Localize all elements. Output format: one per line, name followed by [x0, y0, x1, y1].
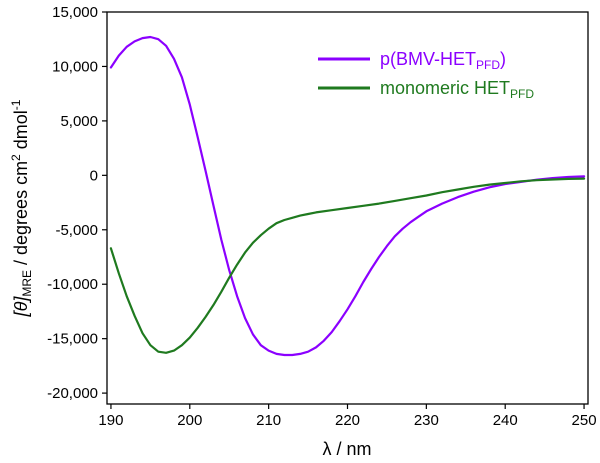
x-tick-label: 190 — [98, 412, 123, 429]
series-line-monomer — [109, 177, 586, 354]
y-tick-label: 15,000 — [52, 4, 98, 21]
x-axis-title: λ / nm — [322, 439, 371, 459]
series-line-polymer — [109, 35, 586, 357]
x-tick-label: 250 — [572, 412, 597, 429]
x-tick-label: 220 — [335, 412, 360, 429]
legend: p(BMV-HETPFD) monomeric HETPFD — [318, 49, 534, 101]
y-axis-title-sup1: 2 — [9, 154, 23, 161]
y-tick-label: -10,000 — [47, 276, 98, 293]
y-tick-label: -20,000 — [47, 385, 98, 402]
x-tick-label: 200 — [177, 412, 202, 429]
x-tick-label: 230 — [414, 412, 439, 429]
y-axis-title-subscript: MRE — [20, 270, 34, 297]
y-axis-ticks: 15,000 10,000 5,000 0 -5,000 -10,000 -15,000 -2… — [47, 4, 107, 402]
y-axis-title-symbol: [θ] — [11, 296, 31, 318]
x-axis-ticks: 190 200 210 220 230 240 250 — [98, 404, 597, 429]
y-axis-title: [θ]MRE / degrees cm2 dmol-1 — [9, 99, 34, 317]
y-tick-label: -15,000 — [47, 331, 98, 348]
x-tick-label: 240 — [493, 412, 518, 429]
y-tick-label: 5,000 — [60, 113, 98, 130]
series-lines — [109, 35, 586, 357]
y-tick-label: 10,000 — [52, 58, 98, 75]
legend-label-monomer: monomeric HETPFD — [380, 78, 534, 101]
y-tick-label: -5,000 — [55, 222, 98, 239]
x-tick-label: 210 — [256, 412, 281, 429]
y-axis-title-unit: / degrees cm — [11, 161, 31, 270]
y-axis-title-sup2: -1 — [9, 99, 23, 110]
y-axis-title-unit-mid: dmol — [11, 110, 31, 154]
y-tick-label: 0 — [90, 167, 98, 184]
legend-label-polymer: p(BMV-HETPFD) — [380, 49, 506, 72]
